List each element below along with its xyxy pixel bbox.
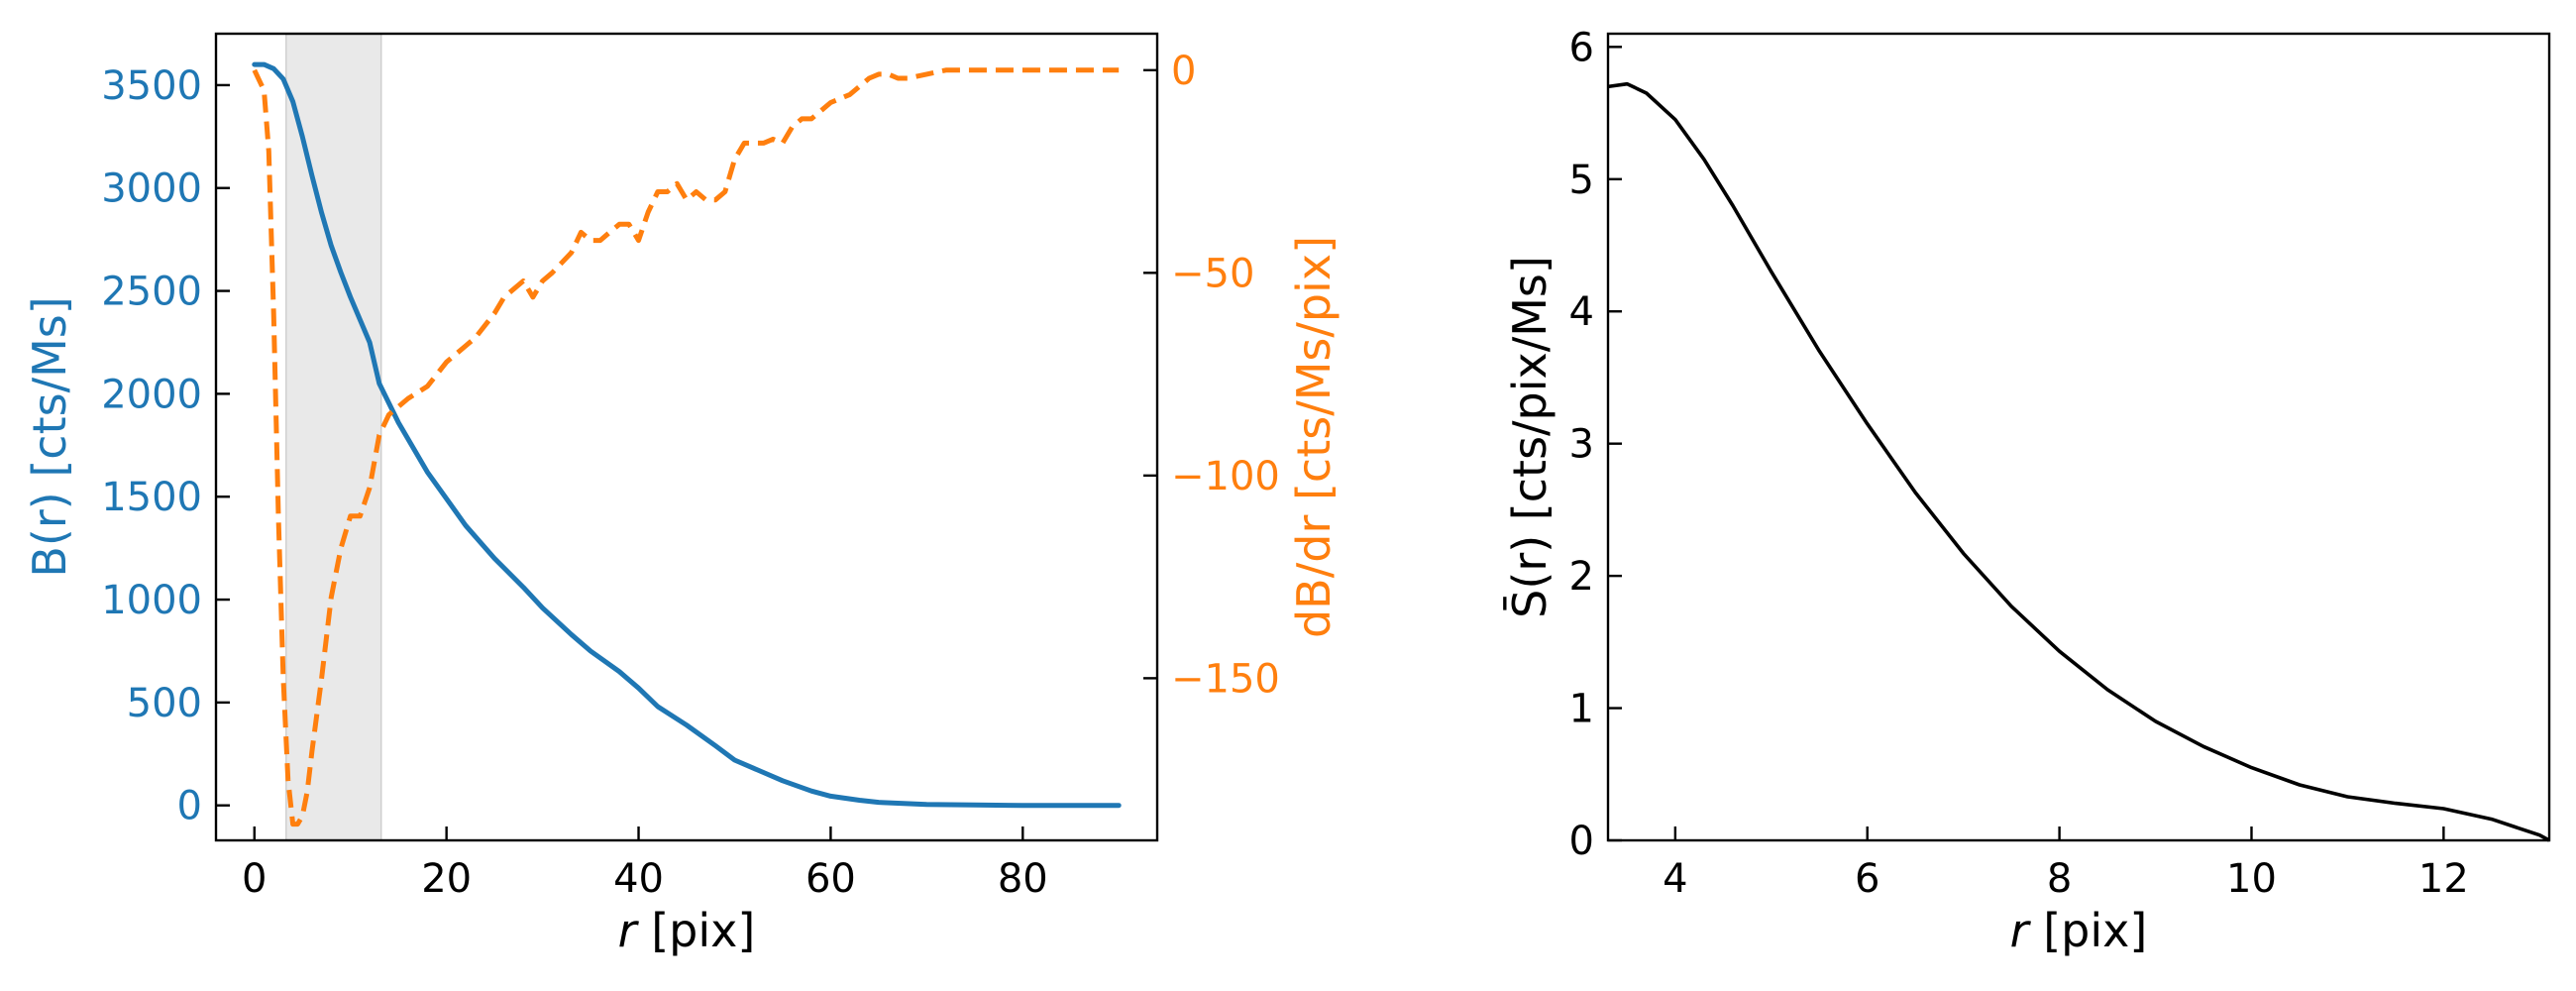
x-tick-label: 12 [2418, 856, 2469, 902]
y-tick-label: 3000 [101, 166, 202, 212]
x-tick-label: 60 [805, 856, 856, 902]
profile-series-line [1607, 81, 2550, 842]
y-tick-label: 1500 [101, 475, 202, 520]
left-x-axis-label: r [pix] [618, 904, 756, 957]
y-tick-label: 2 [1569, 554, 1594, 600]
y-tick-label: 2500 [101, 270, 202, 315]
x-tick-label: 6 [1855, 856, 1879, 902]
left-plot-frame [214, 32, 1159, 842]
y-tick-label: 6 [1569, 25, 1594, 70]
right-y-tick-label: −150 [1171, 656, 1280, 702]
y-tick-label: 1 [1569, 687, 1594, 732]
right-y-tick-label: 0 [1171, 49, 1196, 94]
x-tick-label: 4 [1663, 856, 1687, 902]
right-plot-frame [1606, 32, 2551, 842]
y-tick-label: 2000 [101, 372, 202, 417]
right-y-ticks-group: 0 1 2 3 4 5 6 [1569, 25, 1622, 864]
left-x-ticks: 0 20 40 60 80 [242, 826, 1048, 902]
x-tick-label: 20 [421, 856, 472, 902]
x-tick-label: 10 [2226, 856, 2277, 902]
y-tick-label: 5 [1569, 158, 1594, 203]
x-tick-label: 80 [998, 856, 1048, 902]
left-y-axis-label: B(r) [cts/Ms] [23, 296, 76, 577]
y-tick-label: 3500 [101, 63, 202, 109]
right-panel-y-axis-label: S̄(r) [cts/pix/Ms] [1503, 256, 1556, 618]
right-y-tick-label: −100 [1171, 454, 1280, 499]
x-tick-label: 40 [613, 856, 664, 902]
right-y-ticks: 0 −50 −100 −150 [1143, 49, 1280, 702]
brightness-series-line [252, 61, 1122, 809]
left-panel: 0 20 40 60 80 0 500 1000 1500 2000 2500 3000 3500 0… [23, 32, 1341, 957]
y-tick-label: 500 [127, 681, 202, 726]
x-tick-label: 8 [2047, 856, 2072, 902]
left-series-group [252, 61, 1122, 827]
y-tick-label: 0 [177, 784, 202, 829]
y-tick-label: 4 [1569, 289, 1594, 335]
right-y-tick-label: −50 [1171, 251, 1254, 296]
x-tick-label: 0 [242, 856, 267, 902]
left-y-ticks: 0 500 1000 1500 2000 2500 3000 3500 [101, 63, 230, 829]
shaded-region [285, 33, 382, 841]
right-x-ticks: 4 6 8 10 12 [1663, 826, 2469, 902]
y-tick-label: 3 [1569, 422, 1594, 468]
right-y-axis-label: dB/dr [cts/Ms/pix] [1287, 236, 1341, 638]
derivative-series-line [252, 67, 1120, 827]
right-series-group [1607, 81, 2550, 842]
y-tick-label: 0 [1569, 819, 1594, 864]
y-tick-label: 1000 [101, 578, 202, 623]
right-x-axis-label: r [pix] [2010, 904, 2148, 957]
